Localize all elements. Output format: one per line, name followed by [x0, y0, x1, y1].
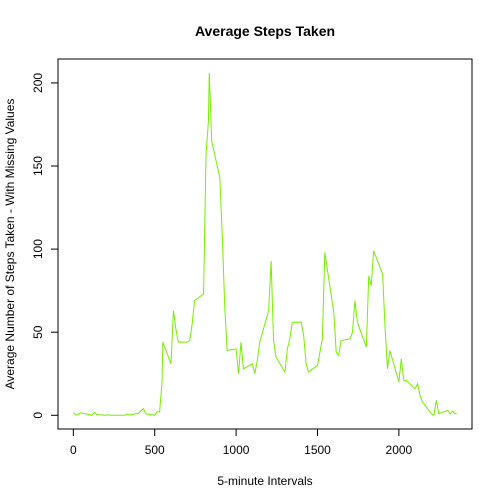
- y-axis-label: Average Number of Steps Taken - With Mis…: [3, 99, 17, 390]
- y-tick-label: 150: [31, 156, 45, 176]
- x-tick-label: 2000: [386, 443, 413, 457]
- y-tick-label: 0: [31, 412, 45, 419]
- x-tick-label: 500: [145, 443, 165, 457]
- y-tick-label: 100: [31, 239, 45, 259]
- x-tick-label: 1000: [223, 443, 250, 457]
- x-tick-label: 1500: [304, 443, 331, 457]
- chart-title: Average Steps Taken: [195, 23, 335, 39]
- y-tick-label: 50: [31, 325, 45, 339]
- plot-box: [57, 58, 473, 430]
- y-tick-label: 200: [31, 73, 45, 93]
- x-tick-label: 0: [70, 443, 77, 457]
- x-axis-label: 5-minute Intervals: [217, 474, 312, 488]
- data-line: [72, 72, 457, 417]
